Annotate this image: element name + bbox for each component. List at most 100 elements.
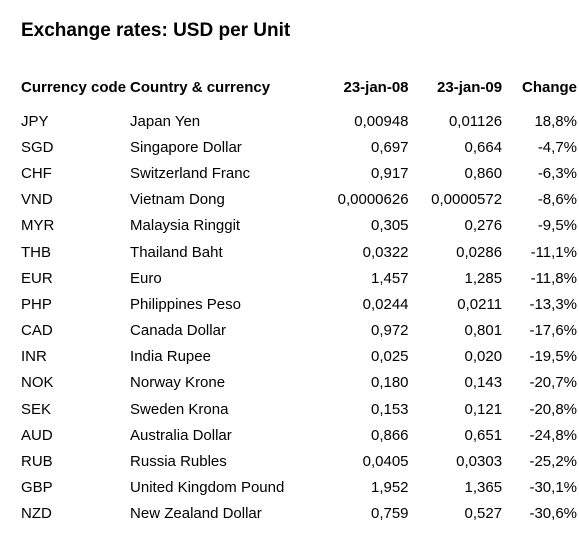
rate-2008-cell: 0,0000626 [337, 191, 409, 209]
country-currency-cell: Sweden Krona [130, 400, 229, 418]
rate-2008-cell: 0,0244 [362, 295, 409, 313]
country-currency-cell: India Rupee [130, 348, 211, 366]
currency-code-cell: CAD [21, 322, 53, 340]
currency-code-cell: NOK [21, 374, 54, 392]
table-row: SEK Sweden Krona 0,153 0,121 -20,8% [19, 396, 579, 422]
rate-2009-cell: 0,860 [464, 164, 503, 182]
currency-code-cell: MYR [21, 217, 55, 235]
change-cell: -8,6% [537, 191, 577, 209]
change-cell: -4,7% [537, 138, 577, 156]
rate-2008-cell: 0,697 [370, 138, 409, 156]
table-header-row: Currency code Country & currency 23-jan-… [19, 66, 579, 108]
country-currency-cell: United Kingdom Pound [130, 479, 285, 497]
currency-code-cell: CHF [21, 164, 52, 182]
rate-2009-cell: 0,143 [464, 374, 503, 392]
currency-code-cell: VND [21, 191, 53, 209]
currency-code-cell: JPY [21, 112, 49, 130]
rate-2008-cell: 0,180 [370, 374, 409, 392]
change-cell: -19,5% [529, 348, 577, 366]
change-cell: -24,8% [529, 426, 577, 444]
table-row: EUR Euro 1,457 1,285 -11,8% [19, 265, 579, 291]
header-rate-2008: 23-jan-08 [343, 78, 409, 96]
country-currency-cell: Vietnam Dong [130, 191, 225, 209]
rate-2009-cell: 0,664 [464, 138, 503, 156]
change-cell: -6,3% [537, 164, 577, 182]
table-row: NOK Norway Krone 0,180 0,143 -20,7% [19, 370, 579, 396]
change-cell: -30,6% [529, 505, 577, 523]
exchange-rates-table: Currency code Country & currency 23-jan-… [19, 66, 579, 527]
rate-2008-cell: 0,759 [370, 505, 409, 523]
rate-2009-cell: 0,121 [464, 400, 503, 418]
rate-2008-cell: 0,025 [370, 348, 409, 366]
currency-code-cell: PHP [21, 295, 52, 313]
header-country-currency: Country & currency [130, 78, 271, 96]
change-cell: -17,6% [529, 322, 577, 340]
table-row: PHP Philippines Peso 0,0244 0,0211 -13,3… [19, 291, 579, 317]
change-cell: 18,8% [534, 112, 577, 130]
table-row: AUD Australia Dollar 0,866 0,651 -24,8% [19, 422, 579, 448]
currency-code-cell: INR [21, 348, 47, 366]
country-currency-cell: Russia Rubles [130, 453, 227, 471]
rate-2008-cell: 0,00948 [354, 112, 409, 130]
table-row: RUB Russia Rubles 0,0405 0,0303 -25,2% [19, 448, 579, 474]
currency-code-cell: SGD [21, 138, 54, 156]
change-cell: -11,8% [530, 269, 577, 287]
header-rate-2009: 23-jan-09 [437, 78, 503, 96]
currency-code-cell: RUB [21, 453, 53, 471]
table-row: NZD New Zealand Dollar 0,759 0,527 -30,6… [19, 501, 579, 527]
country-currency-cell: Malaysia Ringgit [130, 217, 241, 235]
table-row: CAD Canada Dollar 0,972 0,801 -17,6% [19, 318, 579, 344]
rate-2009-cell: 0,0286 [456, 243, 503, 261]
change-cell: -9,5% [537, 217, 577, 235]
rate-2008-cell: 0,0322 [362, 243, 409, 261]
change-cell: -13,3% [529, 295, 577, 313]
rate-2009-cell: 0,0211 [457, 295, 503, 313]
change-cell: -11,1% [530, 243, 577, 261]
country-currency-cell: New Zealand Dollar [130, 505, 262, 523]
rate-2009-cell: 0,0000572 [431, 191, 503, 209]
rate-2009-cell: 1,285 [464, 269, 503, 287]
rate-2008-cell: 0,0405 [362, 453, 409, 471]
change-cell: -20,7% [529, 374, 577, 392]
country-currency-cell: Switzerland Franc [130, 164, 251, 182]
country-currency-cell: Norway Krone [130, 374, 226, 392]
table-row: MYR Malaysia Ringgit 0,305 0,276 -9,5% [19, 213, 579, 239]
currency-code-cell: GBP [21, 479, 53, 497]
rate-2009-cell: 0,651 [464, 426, 503, 444]
country-currency-cell: Singapore Dollar [130, 138, 242, 156]
rate-2009-cell: 0,527 [464, 505, 503, 523]
change-cell: -25,2% [529, 453, 577, 471]
currency-code-cell: AUD [21, 426, 53, 444]
country-currency-cell: Thailand Baht [130, 243, 223, 261]
rate-2008-cell: 0,866 [370, 426, 409, 444]
table-row: CHF Switzerland Franc 0,917 0,860 -6,3% [19, 160, 579, 186]
rate-2009-cell: 0,276 [464, 217, 503, 235]
rate-2009-cell: 0,01126 [448, 112, 503, 130]
country-currency-cell: Philippines Peso [130, 295, 241, 313]
rate-2008-cell: 0,972 [370, 322, 409, 340]
rate-2009-cell: 0,020 [464, 348, 503, 366]
country-currency-cell: Japan Yen [130, 112, 201, 130]
currency-code-cell: SEK [21, 400, 52, 418]
table-row: JPY Japan Yen 0,00948 0,01126 18,8% [19, 108, 579, 134]
currency-code-cell: EUR [21, 269, 53, 287]
header-currency-code: Currency code [21, 78, 127, 96]
table-row: GBP United Kingdom Pound 1,952 1,365 -30… [19, 475, 579, 501]
change-cell: -30,1% [529, 479, 577, 497]
table-row: SGD Singapore Dollar 0,697 0,664 -4,7% [19, 134, 579, 160]
table-row: VND Vietnam Dong 0,0000626 0,0000572 -8,… [19, 187, 579, 213]
rate-2008-cell: 1,952 [370, 479, 409, 497]
table-body: JPY Japan Yen 0,00948 0,01126 18,8% SGD … [19, 108, 579, 527]
change-cell: -20,8% [529, 400, 577, 418]
page-title: Exchange rates: USD per Unit [21, 20, 291, 41]
header-change: Change [521, 78, 577, 96]
table-row: INR India Rupee 0,025 0,020 -19,5% [19, 344, 579, 370]
currency-code-cell: THB [21, 243, 51, 261]
country-currency-cell: Canada Dollar [130, 322, 226, 340]
table-row: THB Thailand Baht 0,0322 0,0286 -11,1% [19, 239, 579, 265]
rate-2009-cell: 0,0303 [456, 453, 503, 471]
rate-2008-cell: 1,457 [370, 269, 409, 287]
rate-2008-cell: 0,917 [370, 164, 409, 182]
country-currency-cell: Australia Dollar [130, 426, 232, 444]
rate-2009-cell: 1,365 [464, 479, 503, 497]
